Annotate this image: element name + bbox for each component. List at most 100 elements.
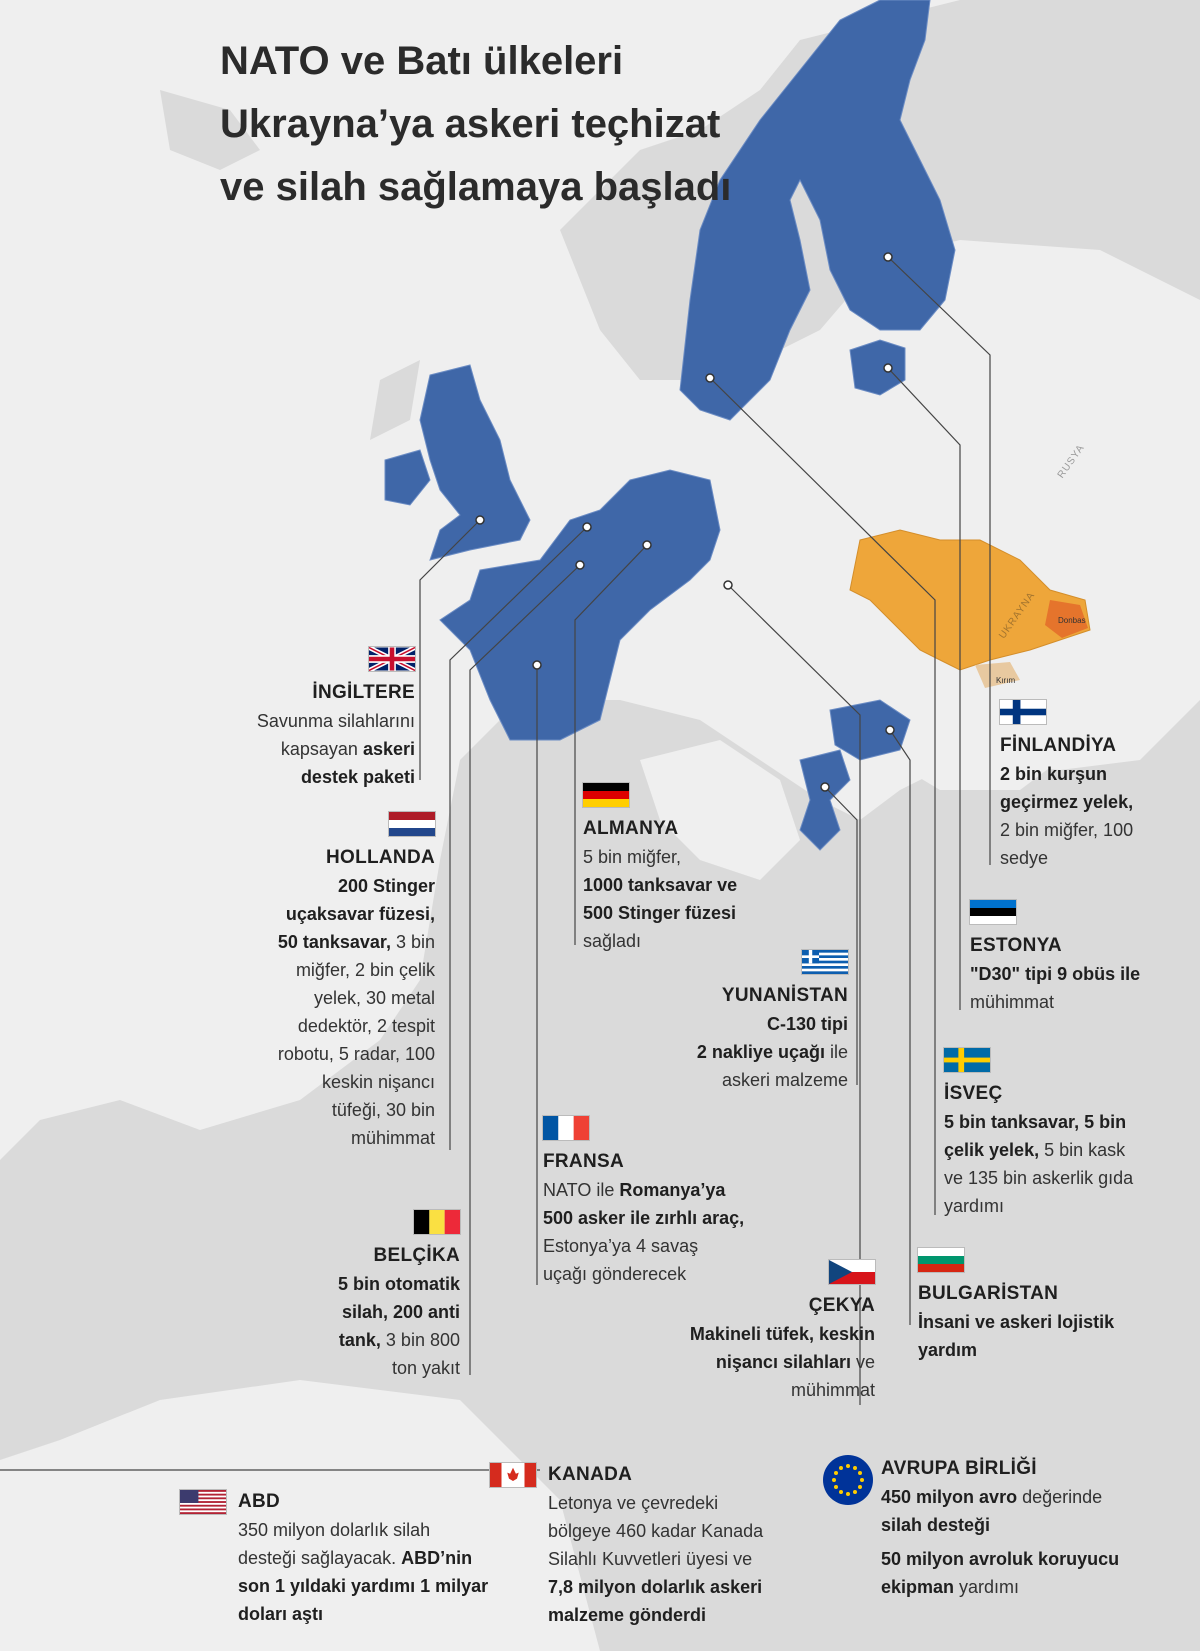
aid-text-bold: 5 bin otomatik xyxy=(337,1274,460,1294)
aid-text-bold: 2 bin kurşun xyxy=(1000,764,1108,784)
country-name: ÇEKYA xyxy=(808,1295,875,1316)
belgium-flag-icon xyxy=(414,1210,460,1234)
aid-text: ve 135 bin askerlik gıda xyxy=(944,1168,1134,1188)
aid-text: 5 bin kask xyxy=(1039,1140,1126,1160)
aid-text-bold: 450 milyon avro xyxy=(881,1487,1018,1507)
country-block-bulgaristan: BULGARİSTAN İnsani ve askeri lojistik ya… xyxy=(918,1248,1178,1364)
aid-text: bölgeye 460 kadar Kanada xyxy=(548,1521,764,1541)
aid-text: Savunma silahlarını xyxy=(256,711,415,731)
aid-text: sedye xyxy=(1000,848,1049,868)
aid-text-bold: 500 Stinger füzesi xyxy=(583,903,737,923)
page-title: NATO ve Batı ülkeleri Ukrayna’ya askeri … xyxy=(220,39,732,209)
aid-text-bold: 7,8 milyon dolarlık askeri xyxy=(548,1577,763,1597)
aid-text: mühimmat xyxy=(790,1380,875,1400)
donbas-shape xyxy=(1045,600,1088,638)
aid-text-bold: yardım xyxy=(918,1340,978,1360)
aid-text: sağladı xyxy=(583,931,642,951)
aid-text: Letonya ve çevredeki xyxy=(548,1493,719,1513)
aid-text-bold: son 1 yıldaki yardımı 1 milyar xyxy=(238,1576,489,1596)
aid-text-bold: 50 milyon avroluk koruyucu xyxy=(881,1549,1120,1569)
aid-text-bold: 50 tanksavar, xyxy=(277,932,391,952)
estonia-shape xyxy=(849,339,906,396)
usa-flag-icon xyxy=(180,1490,226,1514)
nato-countries xyxy=(384,0,956,851)
country-block-almanya: ALMANYA 5 bin miğfer, 1000 tanksavar ve … xyxy=(583,783,823,955)
aid-text: ve xyxy=(850,1352,875,1372)
country-name: İNGİLTERE xyxy=(312,682,415,703)
sweden-flag-icon xyxy=(944,1048,990,1072)
aid-text-bold: Makineli tüfek, keskin xyxy=(689,1324,875,1344)
country-block-finlandiya: FİNLANDİYA 2 bin kurşun geçirmez yelek, … xyxy=(1000,700,1195,872)
aid-text-bold: 500 asker ile zırhlı araç, xyxy=(543,1208,745,1228)
aid-text: yardımı xyxy=(944,1196,1005,1216)
czech-flag-icon xyxy=(829,1260,875,1284)
ukraine-shape xyxy=(849,529,1091,671)
aid-text-bold: tank, xyxy=(338,1330,381,1350)
aid-text-bold: destek paketi xyxy=(300,767,415,787)
aid-text: NATO ile xyxy=(543,1180,620,1200)
aid-text: 350 milyon dolarlık silah xyxy=(238,1520,431,1540)
country-block-estonya: ESTONYA "D30" tipi 9 obüs ile mühimmat xyxy=(970,900,1195,1016)
aid-text-bold: silah desteği xyxy=(881,1515,991,1535)
connector-lines xyxy=(0,256,991,1471)
country-name: YUNANİSTAN xyxy=(721,985,848,1006)
country-block-isvec: İSVEÇ 5 bin tanksavar, 5 bin çelik yelek… xyxy=(944,1048,1194,1220)
finland-flag-icon xyxy=(1000,700,1046,724)
country-name: ESTONYA xyxy=(970,935,1062,956)
aid-text: yelek, 30 metal xyxy=(313,988,435,1008)
uk-flag-icon xyxy=(369,647,415,671)
ireland-shape xyxy=(384,449,431,506)
greece-flag-icon xyxy=(802,950,848,974)
balkan-shape xyxy=(829,699,911,761)
uk-shape xyxy=(419,364,531,561)
germany-flag-icon xyxy=(583,783,629,807)
aid-text-bold: 1000 tanksavar ve xyxy=(583,875,738,895)
country-name: HOLLANDA xyxy=(326,847,435,868)
aid-text: askeri malzeme xyxy=(721,1070,848,1090)
country-block-hollanda: HOLLANDA 200 Stinger uçaksavar füzesi, 5… xyxy=(135,812,435,1152)
donbas-label: Donbas xyxy=(1058,616,1086,625)
aid-text-bold: nişancı silahları xyxy=(715,1352,851,1372)
aid-text-bold: Romanya’ya xyxy=(619,1180,726,1200)
kirim-shape xyxy=(975,662,1020,688)
country-block-kanada: KANADA Letonya ve çevredeki bölgeye 460 … xyxy=(490,1461,830,1629)
country-name: FİNLANDİYA xyxy=(1000,735,1117,756)
country-name: ALMANYA xyxy=(583,818,679,839)
aid-text: 5 bin miğfer, xyxy=(583,847,682,867)
aid-text: değerinde xyxy=(1017,1487,1103,1507)
aid-text-bold: İnsani ve askeri lojistik xyxy=(918,1312,1115,1332)
aid-text: ile xyxy=(824,1042,848,1062)
bulgaria-flag-icon xyxy=(918,1248,964,1272)
country-name: İSVEÇ xyxy=(944,1083,1003,1104)
country-block-ingiltere: İNGİLTERE Savunma silahlarını kapsayan a… xyxy=(115,647,415,791)
country-name: BELÇİKA xyxy=(373,1245,460,1266)
aid-text-bold: askeri xyxy=(362,739,415,759)
aid-text: keskin nişancı xyxy=(321,1072,435,1092)
country-block-fransa: FRANSA NATO ile Romanya’ya 500 asker ile… xyxy=(543,1116,823,1288)
aid-text: Estonya’ya 4 savaş xyxy=(543,1236,699,1256)
aid-text: robotu, 5 radar, 100 xyxy=(277,1044,435,1064)
aid-text: ton yakıt xyxy=(391,1358,460,1378)
country-block-abd: ABD 350 milyon dolarlık silah desteği sa… xyxy=(180,1488,520,1628)
aid-text: dedektör, 2 tespit xyxy=(297,1016,435,1036)
aid-text-bold: ABD’nin xyxy=(401,1548,473,1568)
aid-text: mühimmat xyxy=(350,1128,435,1148)
aid-text-bold: doları aştı xyxy=(238,1604,324,1624)
country-name: FRANSA xyxy=(543,1151,624,1172)
country-name: BULGARİSTAN xyxy=(918,1283,1059,1304)
country-block-yunanistan: YUNANİSTAN C-130 tipi 2 nakliye uçağı il… xyxy=(588,950,848,1094)
scandinavia-shape xyxy=(679,0,956,421)
aid-text-bold: çelik yelek, xyxy=(944,1140,1040,1160)
country-name: AVRUPA BİRLİĞİ xyxy=(881,1458,1037,1479)
aid-text-bold: C-130 tipi xyxy=(766,1014,848,1034)
aid-text: 3 bin 800 xyxy=(380,1330,460,1350)
aid-text: 3 bin xyxy=(390,932,435,952)
connector-dots xyxy=(475,252,895,792)
aid-text: yardımı xyxy=(954,1577,1020,1597)
aid-text: tüfeği, 30 bin xyxy=(331,1100,435,1120)
netherlands-flag-icon xyxy=(389,812,435,836)
country-block-ab: AVRUPA BİRLİĞİ 450 milyon avro değerinde… xyxy=(823,1455,1183,1601)
aid-text-bold: uçaksavar füzesi, xyxy=(285,904,435,924)
aid-text: uçağı gönderecek xyxy=(543,1264,687,1284)
